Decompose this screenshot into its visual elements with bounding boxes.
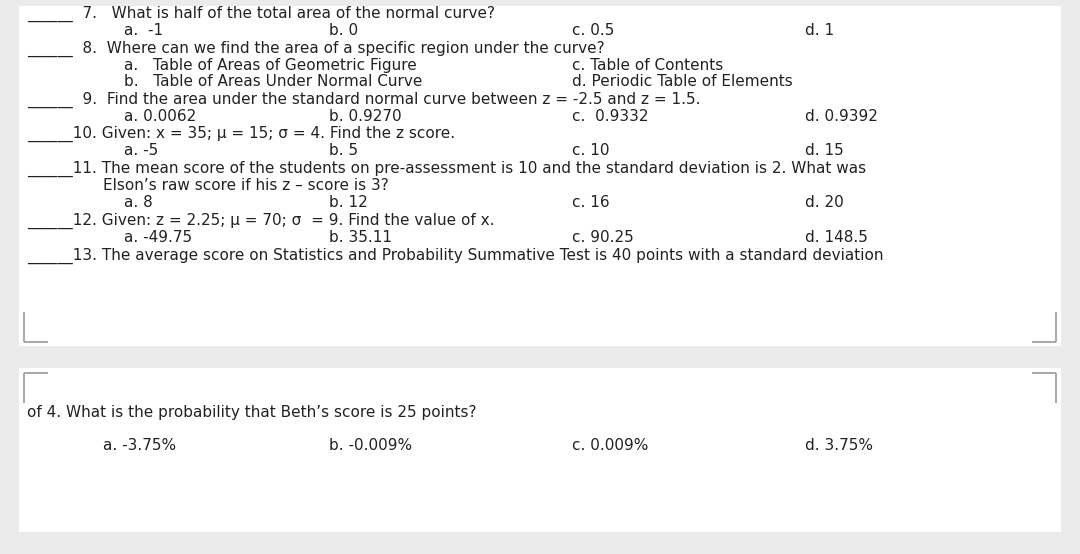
Text: b. 35.11: b. 35.11 xyxy=(329,229,392,245)
Text: b.   Table of Areas Under Normal Curve: b. Table of Areas Under Normal Curve xyxy=(124,74,422,90)
Text: ______13. The average score on Statistics and Probability Summative Test is 40 p: ______13. The average score on Statistic… xyxy=(27,248,883,264)
Bar xyxy=(19,6,1061,346)
Text: of 4. What is the probability that Beth’s score is 25 points?: of 4. What is the probability that Beth’… xyxy=(27,405,476,420)
Text: a. -3.75%: a. -3.75% xyxy=(103,438,176,454)
Text: b. -0.009%: b. -0.009% xyxy=(329,438,413,454)
Text: d. 1: d. 1 xyxy=(805,23,834,38)
Text: d. 15: d. 15 xyxy=(805,143,843,158)
Text: c. 10: c. 10 xyxy=(572,143,610,158)
Text: ______10. Given: x = 35; μ = 15; σ = 4. Find the z score.: ______10. Given: x = 35; μ = 15; σ = 4. … xyxy=(27,126,455,142)
Text: a.   Table of Areas of Geometric Figure: a. Table of Areas of Geometric Figure xyxy=(124,58,417,73)
Text: b. 12: b. 12 xyxy=(329,194,368,210)
Text: a. 0.0062: a. 0.0062 xyxy=(124,109,197,124)
Text: a. -49.75: a. -49.75 xyxy=(124,229,192,245)
Text: a. 8: a. 8 xyxy=(124,194,153,210)
Text: c.  0.9332: c. 0.9332 xyxy=(572,109,649,124)
Text: c. 90.25: c. 90.25 xyxy=(572,229,634,245)
Text: ______  7.   What is half of the total area of the normal curve?: ______ 7. What is half of the total area… xyxy=(27,6,495,22)
Text: ______12. Given: z = 2.25; μ = 70; σ  = 9. Find the value of x.: ______12. Given: z = 2.25; μ = 70; σ = 9… xyxy=(27,212,495,229)
Text: b. 0: b. 0 xyxy=(329,23,359,38)
Text: d. 20: d. 20 xyxy=(805,194,843,210)
Text: ______11. The mean score of the students on pre-assessment is 10 and the standar: ______11. The mean score of the students… xyxy=(27,161,866,177)
Text: c. 16: c. 16 xyxy=(572,194,610,210)
Text: c. Table of Contents: c. Table of Contents xyxy=(572,58,724,73)
Text: a. -5: a. -5 xyxy=(124,143,159,158)
Text: d. 3.75%: d. 3.75% xyxy=(805,438,873,454)
Text: ______  8.  Where can we find the area of a specific region under the curve?: ______ 8. Where can we find the area of … xyxy=(27,40,605,57)
Text: a.  -1: a. -1 xyxy=(124,23,163,38)
Text: d. 148.5: d. 148.5 xyxy=(805,229,867,245)
Text: d. Periodic Table of Elements: d. Periodic Table of Elements xyxy=(572,74,793,90)
Text: Elson’s raw score if his z – score is 3?: Elson’s raw score if his z – score is 3? xyxy=(103,178,389,193)
Text: c. 0.009%: c. 0.009% xyxy=(572,438,649,454)
Bar xyxy=(19,368,1061,532)
Text: b. 0.9270: b. 0.9270 xyxy=(329,109,402,124)
Text: d. 0.9392: d. 0.9392 xyxy=(805,109,877,124)
Text: b. 5: b. 5 xyxy=(329,143,359,158)
Text: ______  9.  Find the area under the standard normal curve between z = -2.5 and z: ______ 9. Find the area under the standa… xyxy=(27,91,701,108)
Text: c. 0.5: c. 0.5 xyxy=(572,23,615,38)
